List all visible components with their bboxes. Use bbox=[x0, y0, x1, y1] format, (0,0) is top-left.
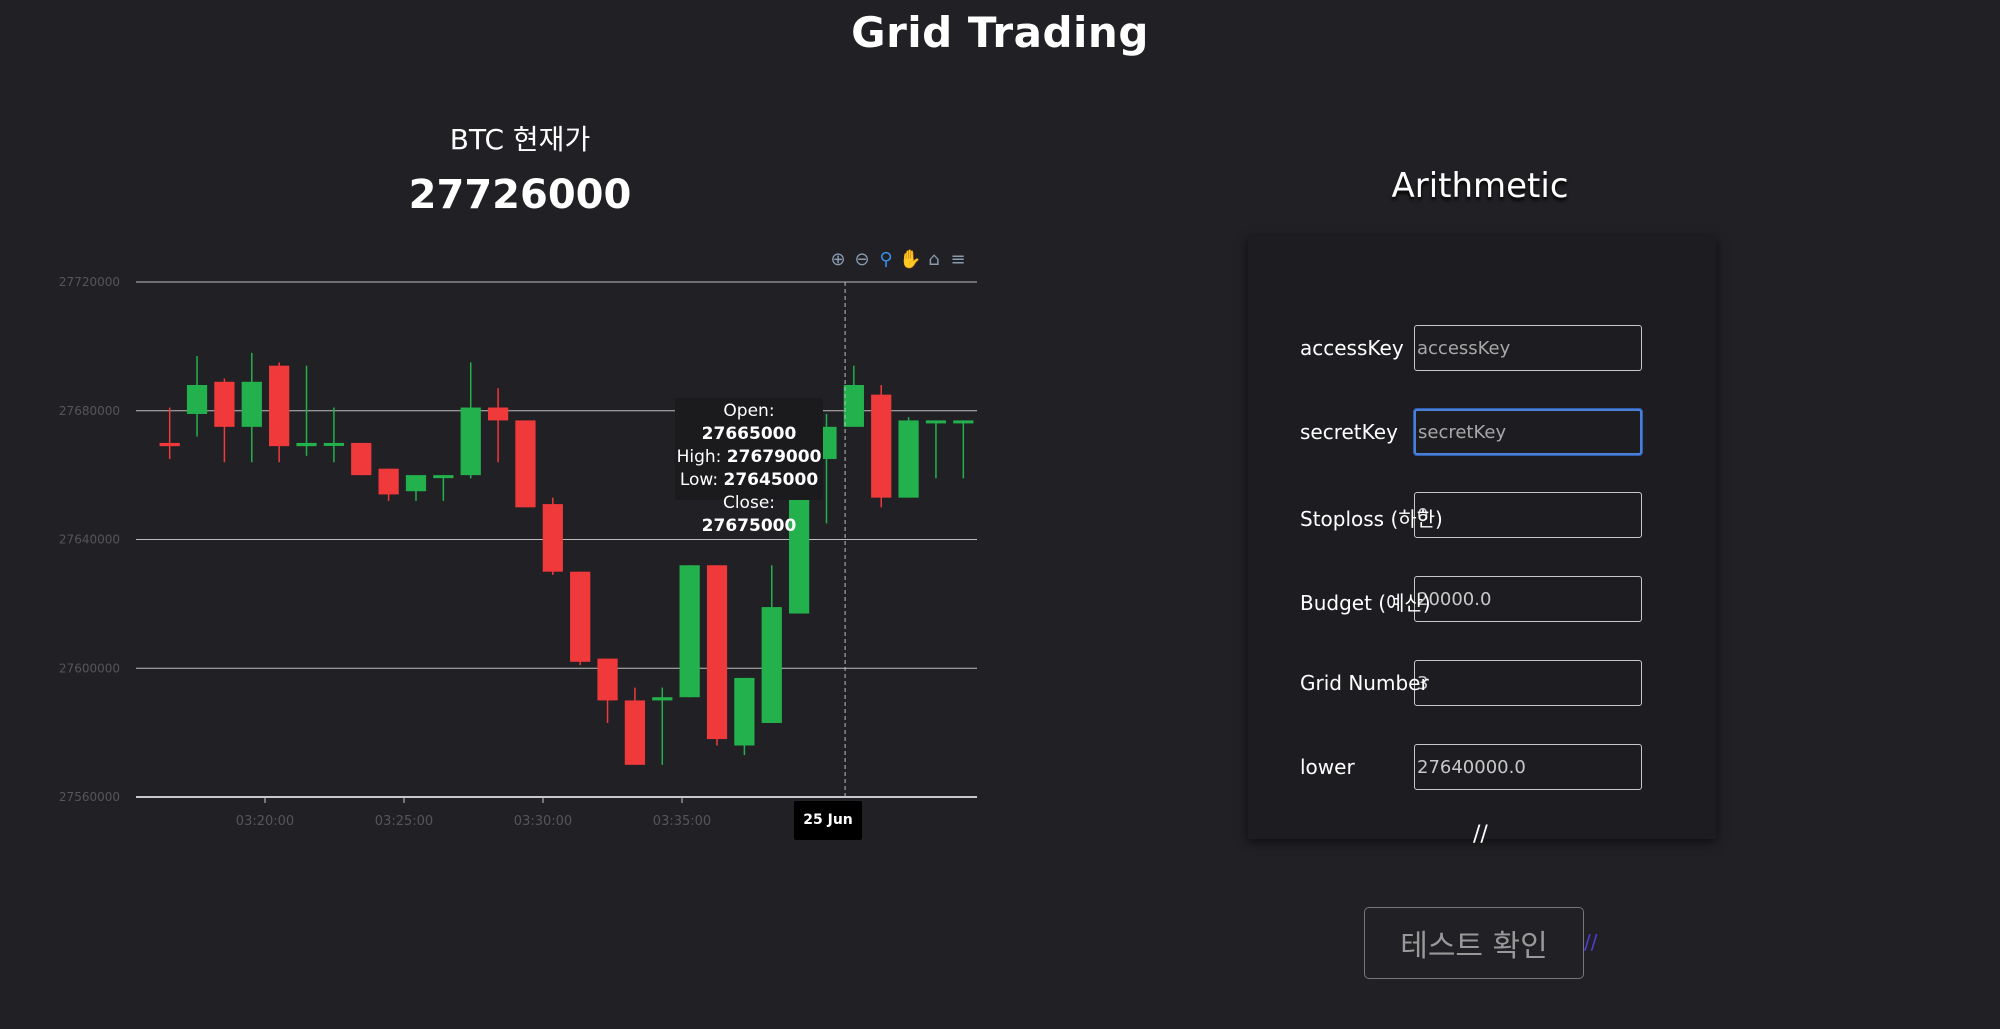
candle-up bbox=[186, 385, 208, 414]
x-tick-label: 03:25:00 bbox=[375, 814, 433, 829]
candle-down bbox=[487, 407, 509, 421]
y-tick-label: 27600000 bbox=[59, 661, 120, 675]
crosshair-date-label: 25 Jun bbox=[794, 801, 862, 840]
zoom-in-icon[interactable]: ⊕ bbox=[830, 249, 846, 270]
candle-down bbox=[159, 442, 180, 447]
access-key-label: accessKey bbox=[1300, 336, 1404, 360]
candle-down bbox=[871, 394, 892, 498]
candle-up bbox=[734, 677, 755, 746]
tooltip-low-label: Low: bbox=[679, 470, 719, 490]
x-tick-label: 03:35:00 bbox=[653, 814, 711, 829]
candle-up bbox=[433, 475, 454, 479]
menu-icon[interactable]: ≡ bbox=[950, 249, 966, 270]
access-key-input[interactable] bbox=[1414, 325, 1642, 371]
y-tick-label: 27560000 bbox=[59, 790, 120, 804]
candle-up bbox=[788, 484, 810, 614]
zoom-icon[interactable]: ⚲ bbox=[879, 249, 893, 270]
candle-down bbox=[624, 700, 646, 765]
candlestick-chart[interactable]: 27720000 27680000 27640000 27600000 27560000… bbox=[40, 240, 990, 840]
candle-down bbox=[515, 420, 536, 508]
page-title: Grid Trading bbox=[851, 8, 1149, 57]
candle-up bbox=[761, 607, 782, 723]
tooltip-high-label: High: bbox=[676, 447, 722, 467]
candle-down bbox=[351, 442, 372, 476]
candle-down bbox=[214, 381, 235, 427]
strategy-title: Arithmetic bbox=[1391, 166, 1569, 206]
stoploss-label: Stoploss (하한) bbox=[1300, 507, 1443, 531]
candle-down bbox=[269, 365, 290, 447]
candle-down bbox=[597, 658, 618, 701]
candle-up bbox=[323, 442, 345, 446]
candle-down bbox=[706, 565, 728, 740]
tooltip-low-row: Low: 27645000 bbox=[675, 469, 823, 492]
candle-up bbox=[460, 407, 481, 476]
zoom-out-icon[interactable]: ⊖ bbox=[854, 249, 870, 270]
tooltip-close-row: Close: 27675000 bbox=[675, 492, 823, 538]
x-tick-label: 03:30:00 bbox=[514, 814, 572, 829]
button-resize-handle[interactable]: // bbox=[1584, 930, 1598, 954]
grid-number-label: Grid Number bbox=[1300, 671, 1429, 695]
candle-down bbox=[542, 504, 563, 572]
x-tick-label: 03:20:00 bbox=[236, 814, 294, 829]
tooltip-open-label: Open: bbox=[723, 401, 775, 421]
candle-tooltip: Open: 27665000 High: 27679000 Low: 27645… bbox=[675, 398, 823, 536]
btc-price-label: BTC 현재가 bbox=[449, 123, 591, 156]
btc-current-price: 27726000 bbox=[408, 172, 632, 218]
home-icon[interactable]: ⌂ bbox=[928, 249, 940, 270]
chart-toolbar: ⊕ ⊖ ⚲ ✋ ⌂ ≡ bbox=[827, 248, 977, 274]
budget-label: Budget (예산) bbox=[1300, 591, 1431, 615]
candle-up bbox=[925, 420, 947, 424]
secret-key-input[interactable] bbox=[1414, 409, 1642, 455]
candle-down bbox=[378, 468, 399, 495]
candle-up bbox=[953, 420, 974, 424]
candle-down bbox=[570, 571, 591, 662]
candle-up bbox=[405, 475, 427, 492]
y-tick-label: 27720000 bbox=[59, 275, 120, 289]
grid-number-input[interactable] bbox=[1414, 660, 1642, 706]
tooltip-close-label: Close: bbox=[722, 493, 776, 513]
candle-up bbox=[843, 385, 864, 427]
tooltip-open-row: Open: 27665000 bbox=[675, 400, 823, 446]
candle-up bbox=[898, 420, 919, 498]
panel-resize-handle[interactable]: // bbox=[1473, 822, 1488, 847]
candle-up bbox=[296, 442, 317, 447]
lower-input[interactable] bbox=[1414, 744, 1642, 790]
tooltip-high-row: High: 27679000 bbox=[675, 446, 823, 469]
pan-icon[interactable]: ✋ bbox=[899, 249, 922, 270]
tooltip-open-value: 27665000 bbox=[701, 424, 797, 444]
test-confirm-button[interactable]: 테스트 확인 bbox=[1364, 907, 1584, 979]
secret-key-label: secretKey bbox=[1300, 420, 1398, 444]
y-tick-label: 27680000 bbox=[59, 404, 120, 418]
budget-input[interactable] bbox=[1414, 576, 1642, 622]
tooltip-high-value: 27679000 bbox=[726, 447, 822, 467]
candle-up bbox=[652, 697, 673, 701]
y-tick-label: 27640000 bbox=[59, 533, 120, 547]
tooltip-close-value: 27675000 bbox=[701, 516, 797, 536]
tooltip-low-value: 27645000 bbox=[723, 470, 819, 490]
stoploss-input[interactable] bbox=[1414, 492, 1642, 538]
candle-up bbox=[679, 565, 700, 698]
candle-up bbox=[241, 381, 262, 427]
lower-label: lower bbox=[1300, 755, 1355, 779]
